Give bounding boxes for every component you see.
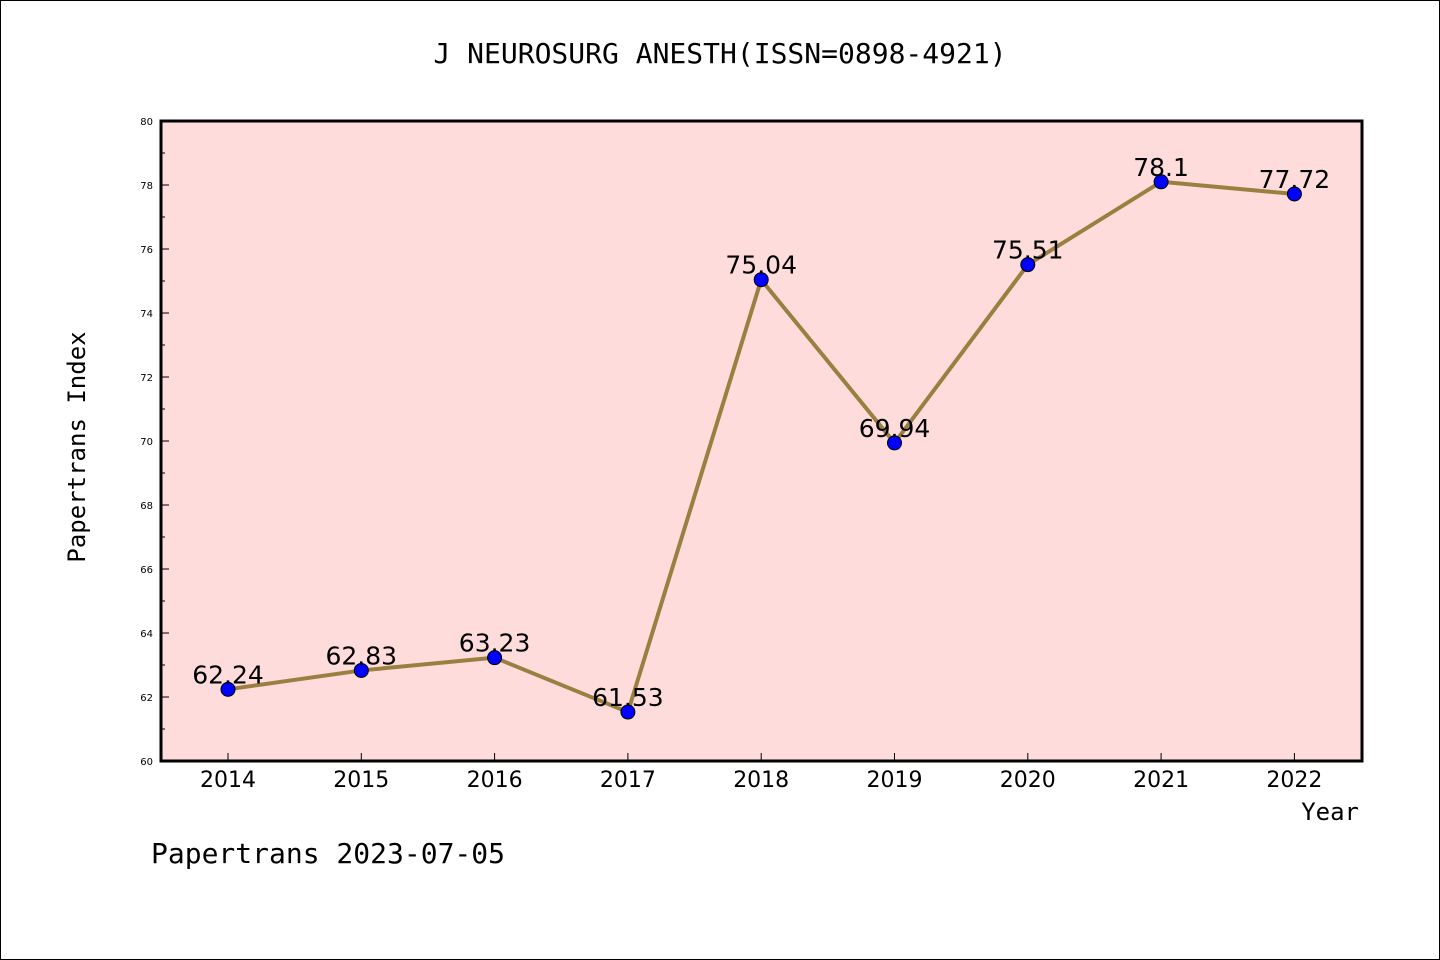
x-tick-label: 2018 <box>733 768 789 793</box>
x-tick-label: 2021 <box>1133 768 1189 793</box>
x-tick-label: 2014 <box>200 768 256 793</box>
chart-title: J NEUROSURG ANESTH(ISSN=0898-4921) <box>433 37 1007 70</box>
y-tick-label: 72 <box>140 373 153 384</box>
y-tick-label: 62 <box>140 693 153 704</box>
x-tick-label: 2015 <box>333 768 389 793</box>
y-tick-label: 76 <box>140 245 153 256</box>
data-point <box>753 272 769 288</box>
y-tick-label: 80 <box>140 117 153 128</box>
data-label: 63.23 <box>459 629 531 658</box>
footer-date: Papertrans 2023-07-05 <box>151 837 506 870</box>
y-tick-label: 74 <box>140 309 153 320</box>
x-axis-label: Year <box>1301 798 1359 826</box>
x-tick-label: 2019 <box>867 768 923 793</box>
y-tick-label: 60 <box>140 757 153 768</box>
plot-border <box>159 119 1364 763</box>
data-point <box>1286 186 1302 202</box>
data-label: 61.53 <box>592 683 664 712</box>
data-label: 75.04 <box>725 251 797 280</box>
data-label: 77.72 <box>1259 165 1331 194</box>
y-tick-label: 64 <box>140 629 153 640</box>
data-point <box>887 435 902 451</box>
data-point <box>1153 174 1169 190</box>
data-point <box>220 681 236 697</box>
y-tick-label: 70 <box>140 437 153 448</box>
data-label: 62.83 <box>326 641 398 670</box>
data-point <box>487 650 503 666</box>
x-tick-label: 2016 <box>467 768 523 793</box>
x-tick-label: 2017 <box>600 768 656 793</box>
data-point <box>1020 257 1036 273</box>
y-tick-label: 78 <box>140 181 153 192</box>
x-tick-label: 2020 <box>1000 768 1056 793</box>
data-label: 75.51 <box>992 236 1064 265</box>
data-point <box>620 704 636 720</box>
plot-area <box>161 121 1362 761</box>
y-tick-label: 68 <box>140 501 153 512</box>
data-label: 62.24 <box>192 660 264 689</box>
data-label: 78.1 <box>1133 153 1189 182</box>
y-tick-label: 66 <box>140 565 153 576</box>
x-tick-label: 2022 <box>1266 768 1322 793</box>
data-point <box>353 662 369 678</box>
data-label: 69.94 <box>859 414 931 443</box>
